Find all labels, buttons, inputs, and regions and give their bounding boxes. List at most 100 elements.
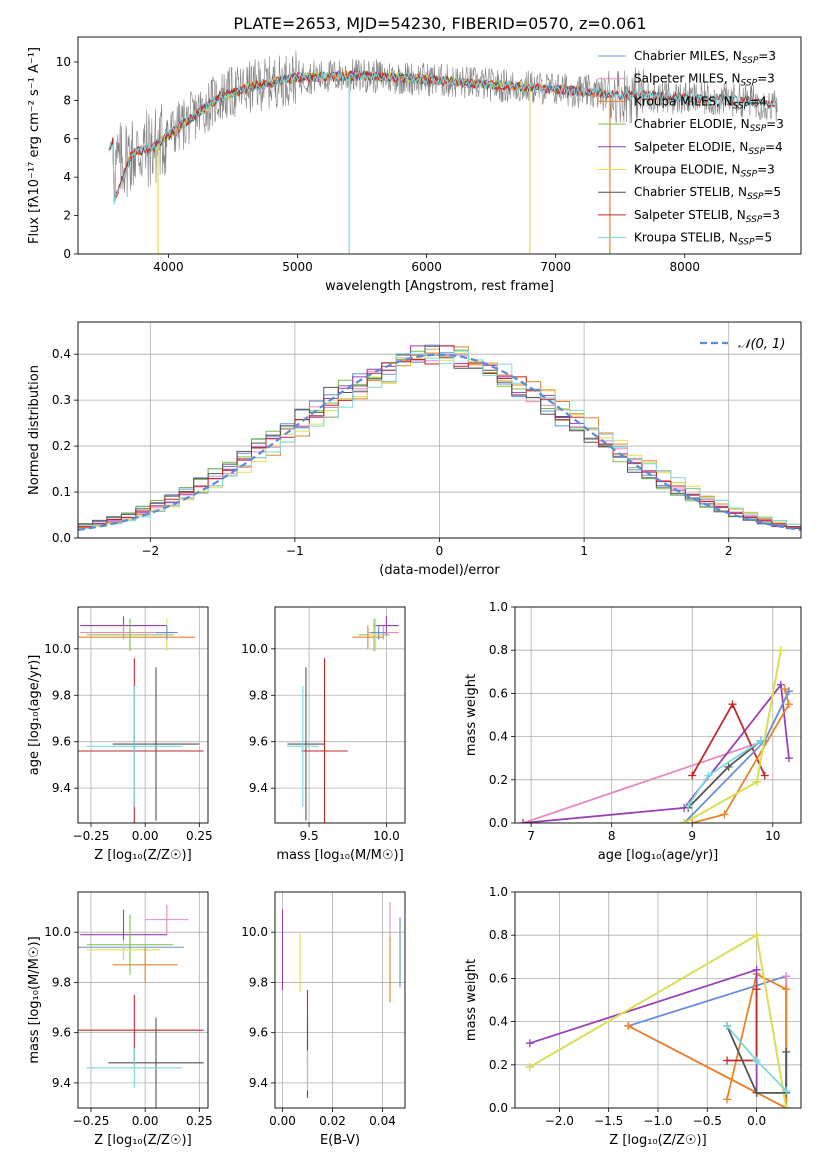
plus-marker — [752, 931, 761, 940]
x-tick-label: 8 — [608, 829, 616, 843]
y-axis-label: mass [log₁₀(M/M☉)] — [27, 936, 42, 1063]
plot-area — [78, 892, 208, 1108]
x-axis-label: Z [log₁₀(Z/Z☉)] — [94, 1133, 191, 1148]
plus-marker — [720, 810, 729, 819]
y-tick-label: 9.6 — [249, 1026, 268, 1040]
axes-frame — [514, 891, 802, 1109]
y-tick-label: 4 — [63, 170, 71, 184]
panel-spectrum: 4000 5000 6000 7000 8000 0 2 4 6 8 10 wavelength [A… — [27, 36, 802, 294]
series-line — [726, 1025, 788, 1094]
plot-area — [275, 607, 405, 823]
x-axis-label: (data-model)/error — [379, 563, 500, 578]
y-tick-label: 0.0 — [489, 1101, 508, 1115]
hist-step-line — [78, 350, 801, 530]
y-tick-label: 0.0 — [52, 531, 71, 545]
figure-title: PLATE=2653, MJD=54230, FIBERID=0570, z=0… — [233, 14, 646, 33]
y-tick-label: 10.0 — [44, 925, 71, 939]
plus-marker — [752, 1056, 761, 1065]
x-tick-label: −2.0 — [545, 1114, 574, 1128]
plus-marker — [784, 700, 793, 709]
plus-marker — [724, 762, 733, 771]
y-axis-label: Flux [fλ10⁻¹⁷ erg cm⁻² s⁻¹ A⁻¹] — [27, 47, 42, 244]
y-tick-label: 9.8 — [249, 688, 268, 702]
plus-marker — [782, 985, 791, 994]
panel-mass_vs_Z: −0.25 0.00 0.25 9.4 9.6 9.8 10.0 Z [log₁₀(Z/Z☉)… — [27, 891, 213, 1148]
x-tick-label: 0.00 — [132, 829, 159, 843]
y-axis-label: mass weight — [464, 959, 479, 1041]
y-tick-label: 10 — [56, 55, 71, 69]
x-axis-label: age [log₁₀(age/yr)] — [598, 848, 719, 863]
y-tick-label: 9.4 — [249, 781, 268, 795]
x-tick-label: 0.25 — [186, 1114, 213, 1128]
y-tick-label: 0.2 — [489, 773, 508, 787]
plus-marker — [782, 972, 791, 981]
x-tick-label: 0.00 — [269, 1114, 296, 1128]
x-tick-label: 8000 — [670, 260, 701, 274]
x-tick-label: −1.0 — [643, 1114, 672, 1128]
plot-area — [108, 51, 778, 254]
plus-marker — [704, 771, 713, 780]
plot-area — [78, 322, 801, 538]
y-tick-label: 0.8 — [489, 928, 508, 942]
y-tick-label: 10.0 — [241, 642, 268, 656]
y-axis-label: Normed distribution — [27, 365, 42, 495]
x-axis-label: E(B-V) — [320, 1133, 360, 1148]
plus-marker — [525, 1039, 534, 1048]
panel-weight_vs_Z: −2.0 −1.5 −1.0 −0.5 0.0 0.0 0.2 0.4 0.6 0.8 1.0 Z [… — [464, 885, 802, 1148]
plus-marker — [752, 777, 761, 786]
plus-marker — [680, 819, 689, 823]
y-tick-label: 2 — [63, 209, 71, 223]
plot-area — [78, 607, 208, 823]
x-tick-label: −2 — [141, 544, 159, 558]
x-tick-label: 10.0 — [373, 829, 400, 843]
x-tick-label: −0.5 — [693, 1114, 722, 1128]
y-tick-label: 0.6 — [489, 686, 508, 700]
y-axis-label: mass weight — [464, 674, 479, 756]
plus-marker — [752, 965, 761, 974]
y-tick-label: 1.0 — [489, 885, 508, 899]
panel-mass_vs_ebv: 0.00 0.02 0.04 9.4 9.6 9.8 10.0 E(B-V) — [241, 891, 406, 1148]
plus-marker — [780, 685, 789, 694]
panel-residual_hist: −2 −1 0 1 2 0.0 0.1 0.2 0.3 0.4 (data-model)/error… — [27, 321, 802, 578]
legend-label: Salpeter MILES, NSSP=3 — [634, 72, 775, 89]
x-axis-label: Z [log₁₀(Z/Z☉)] — [609, 1133, 706, 1148]
plus-marker — [519, 819, 528, 823]
x-tick-label: 10 — [765, 829, 780, 843]
legend-label: Chabrier ELODIE, NSSP=3 — [634, 117, 784, 134]
axes-frame — [77, 891, 209, 1109]
y-tick-label: 0.1 — [52, 485, 71, 499]
y-tick-label: 9.6 — [52, 1026, 71, 1040]
axes-frame — [274, 891, 406, 1109]
panel-weight_vs_age: 7 8 9 10 0.0 0.2 0.4 0.6 0.8 1.0 age [log₁₀(age/yr… — [464, 600, 802, 863]
y-tick-label: 9.4 — [52, 781, 71, 795]
axes-frame — [77, 321, 802, 539]
legend-label: Chabrier MILES, NSSP=3 — [634, 49, 776, 66]
plus-marker — [782, 1086, 791, 1095]
x-tick-label: 5000 — [282, 260, 313, 274]
axes-frame — [77, 606, 209, 824]
plus-marker — [752, 985, 761, 994]
y-tick-label: 0.0 — [489, 816, 508, 830]
legend-label: Salpeter STELIB, NSSP=3 — [634, 208, 780, 225]
y-tick-label: 9.6 — [249, 735, 268, 749]
y-tick-label: 6 — [63, 132, 71, 146]
legend-label: Kroupa MILES, NSSP=4 — [634, 94, 767, 111]
y-tick-label: 0.2 — [489, 1058, 508, 1072]
plus-marker — [784, 687, 793, 696]
plus-marker — [723, 1021, 732, 1030]
plus-marker — [624, 1021, 633, 1030]
x-tick-label: 0.02 — [319, 1114, 346, 1128]
x-tick-label: 4000 — [153, 260, 184, 274]
y-tick-label: 0 — [63, 247, 71, 261]
y-tick-label: 9.4 — [52, 1076, 71, 1090]
plus-marker — [776, 680, 785, 689]
plus-marker — [776, 646, 785, 655]
x-tick-label: 0.25 — [186, 829, 213, 843]
x-tick-label: −0.25 — [73, 1114, 110, 1128]
series-line — [687, 740, 762, 809]
plus-marker — [688, 819, 697, 823]
x-tick-label: 1 — [580, 544, 588, 558]
x-tick-label: 9.5 — [300, 829, 319, 843]
y-tick-label: 0.4 — [52, 347, 71, 361]
